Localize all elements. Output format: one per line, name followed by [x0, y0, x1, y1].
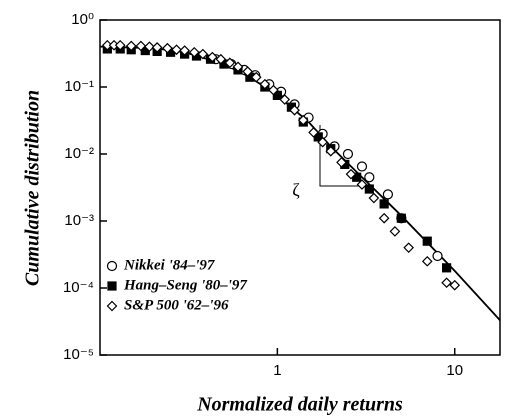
data-point [151, 42, 163, 53]
data-point [379, 199, 389, 209]
data-point [289, 104, 300, 116]
data-point [364, 184, 374, 194]
data-point [345, 168, 357, 180]
data-point [441, 277, 452, 289]
y-tick-label: 10⁻⁵ [63, 346, 94, 363]
data-point [432, 250, 443, 262]
data-point [268, 84, 279, 96]
data-point [179, 45, 190, 56]
data-point [356, 161, 368, 172]
data-point [224, 57, 236, 69]
data-point [317, 136, 328, 148]
data-point [135, 40, 147, 52]
y-tick-label: 10⁻³ [64, 212, 94, 229]
data-point [442, 263, 452, 273]
legend-marker [107, 281, 117, 291]
data-point [162, 42, 173, 54]
data-point [242, 66, 254, 77]
data-point [364, 172, 375, 183]
x-axis-label: Normalized daily returns [196, 394, 403, 416]
data-point [207, 51, 218, 63]
data-point [356, 179, 368, 190]
data-point [232, 61, 244, 73]
data-point [297, 114, 309, 126]
y-tick-label: 10⁰ [71, 11, 94, 28]
data-point [403, 242, 415, 254]
legend-marker [106, 260, 118, 272]
plot-frame [99, 19, 501, 356]
data-point [378, 212, 390, 224]
data-point [197, 48, 209, 60]
slope-triangle [319, 125, 370, 187]
data-point [188, 46, 200, 58]
data-point [279, 94, 291, 105]
legend-label: Nikkei '84–'97 [123, 257, 215, 273]
data-point [342, 148, 354, 160]
data-point [449, 279, 461, 291]
data-point [396, 213, 406, 223]
y-axis-label: Cumulative distribution [22, 90, 44, 286]
data-point [368, 192, 380, 204]
y-tick-label: 10⁻⁴ [63, 279, 94, 296]
data-point [389, 226, 401, 237]
data-point [171, 44, 182, 56]
legend-marker [106, 300, 118, 312]
data-point [336, 157, 347, 168]
y-tick-label: 10⁻¹ [64, 78, 94, 95]
x-tick-label: 1 [273, 362, 281, 379]
annotation: ζ [292, 180, 300, 200]
data-point [215, 53, 227, 65]
data-point [382, 189, 394, 200]
x-tick-label: 10 [446, 362, 463, 379]
data-point [125, 40, 137, 52]
data-point [144, 41, 155, 53]
legend-label: S&P 500 '62–'96 [124, 297, 229, 313]
data-point [114, 39, 126, 51]
legend-label: Hang–Seng '80–'97 [123, 277, 247, 293]
data-point [422, 236, 432, 246]
data-point [259, 78, 271, 90]
data-point [308, 127, 319, 138]
y-tick-label: 10⁻² [64, 145, 94, 162]
data-point [325, 145, 337, 157]
data-point [250, 71, 262, 83]
data-point [421, 255, 433, 267]
